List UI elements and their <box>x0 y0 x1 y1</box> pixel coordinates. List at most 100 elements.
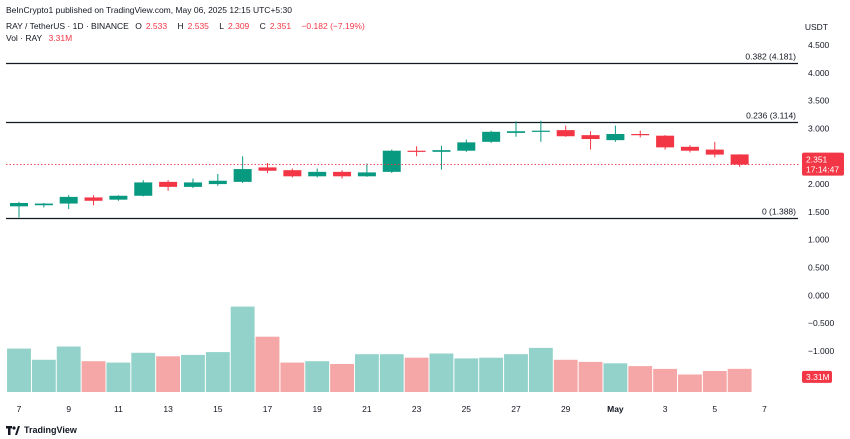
date-tick-label: 7 <box>762 404 767 414</box>
candle-body <box>705 149 724 155</box>
volume-bar <box>379 354 404 392</box>
volume-bars <box>7 306 752 392</box>
candle-body <box>283 170 302 177</box>
tradingview-footer[interactable]: TradingView <box>6 425 77 435</box>
volume-bar <box>628 366 653 392</box>
currency-label[interactable]: USDT <box>804 22 828 32</box>
last-price-badge <box>802 152 844 176</box>
price-tick-label: −1.000 <box>808 346 835 356</box>
last-price-badge-price: 2.351 <box>806 155 828 165</box>
time-axis[interactable]: 7 9 11 13 15 17 19 21 23 25 27 29 May 3 5 7 <box>17 404 768 414</box>
candle-body <box>581 135 600 140</box>
volume-bar <box>603 363 628 392</box>
candle-body <box>482 131 501 142</box>
volume-bar <box>280 362 305 392</box>
volume-badge-value: 3.31M <box>806 372 830 382</box>
candle-body <box>333 171 352 177</box>
date-tick-label: 9 <box>66 404 71 414</box>
date-tick-label: 25 <box>462 404 472 414</box>
price-tick-label: 4.500 <box>808 40 830 50</box>
date-tick-label: 17 <box>263 404 273 414</box>
tradingview-logo-icon <box>6 425 20 435</box>
fib-level-label: 0.236 (3.114) <box>746 111 796 121</box>
date-tick-label: 21 <box>362 404 372 414</box>
symbol-title[interactable]: RAY / TetherUS · 1D · BINANCE <box>6 21 129 31</box>
candle-body <box>134 182 153 196</box>
candles <box>10 120 749 218</box>
candle-body <box>457 142 476 151</box>
date-tick-label: 13 <box>163 404 173 414</box>
price-axis[interactable]: 4.5004.0003.5003.0002.5002.0001.5001.000… <box>808 40 835 356</box>
price-tick-label: 3.000 <box>808 123 830 133</box>
candle-body <box>556 130 575 137</box>
volume-bar <box>354 354 379 392</box>
close-value: C 2.351 <box>259 21 292 31</box>
price-tick-label: 1.000 <box>808 235 830 245</box>
volume-bar <box>404 357 429 392</box>
publisher-line: BeInCrypto1 published on TradingView.com… <box>6 5 292 15</box>
volume-bar <box>181 354 205 392</box>
volume-bar <box>156 356 181 392</box>
brand-label: TradingView <box>24 425 77 435</box>
date-tick-label: 27 <box>511 404 521 414</box>
volume-legend: Vol · RAY 3.31M <box>6 33 76 43</box>
candle-body <box>208 180 227 185</box>
price-tick-label: 3.500 <box>808 96 830 106</box>
volume-bar <box>106 362 131 392</box>
date-tick-label: 3 <box>663 404 668 414</box>
volume-badge <box>802 370 832 383</box>
candle-body <box>59 196 78 204</box>
candle-body <box>258 167 277 171</box>
volume-bar <box>454 358 479 392</box>
candle-body <box>34 203 53 206</box>
volume-bar <box>727 368 752 392</box>
fibonacci-levels: 0.382 (4.181) 0.236 (3.114) 0 (1.388) <box>6 52 798 220</box>
candle-body <box>159 181 178 187</box>
fib-level-label: 0.382 (4.181) <box>745 52 796 62</box>
candle-body <box>730 154 749 165</box>
volume-bar <box>7 348 31 392</box>
volume-label[interactable]: Vol · RAY <box>6 33 43 43</box>
price-tick-label: −0.500 <box>808 318 835 328</box>
volume-bar <box>653 368 678 392</box>
date-tick-label: 23 <box>412 404 422 414</box>
candle-body <box>656 135 675 148</box>
date-tick-label: 19 <box>312 404 322 414</box>
open-value: O 2.533 <box>135 21 168 31</box>
candle-body <box>84 197 103 201</box>
last-price-badge-countdown: 17:14:47 <box>806 165 839 175</box>
volume-bar <box>330 364 354 392</box>
volume-bar <box>305 361 330 392</box>
candle-body <box>606 134 625 141</box>
volume-bar <box>504 354 528 392</box>
candle-body <box>183 182 202 187</box>
date-tick-label: 7 <box>17 404 22 414</box>
candle-body <box>507 131 525 133</box>
volume-bar <box>255 336 280 392</box>
low-value: L 2.309 <box>219 21 250 31</box>
price-tick-label: 1.500 <box>808 207 830 217</box>
candle-body <box>531 130 550 132</box>
candle-body <box>308 171 327 177</box>
candle-body <box>357 172 376 177</box>
volume-bar <box>528 347 553 392</box>
volume-bar <box>553 359 578 392</box>
candle-body <box>432 150 451 152</box>
volume-bar <box>429 353 454 392</box>
price-tick-label: 0.000 <box>808 290 830 300</box>
volume-bar <box>578 361 603 392</box>
volume-bar <box>31 359 56 392</box>
candle-body <box>407 150 426 152</box>
volume-bar <box>678 374 702 392</box>
candle-body <box>109 195 128 200</box>
volume-bar <box>230 306 255 392</box>
volume-bar <box>56 346 81 392</box>
volume-bar <box>205 352 230 392</box>
candle-body <box>631 134 650 136</box>
price-tick-label: 0.500 <box>808 263 830 273</box>
volume-bar <box>131 352 156 392</box>
date-tick-label: 5 <box>712 404 717 414</box>
date-tick-label: 29 <box>561 404 571 414</box>
